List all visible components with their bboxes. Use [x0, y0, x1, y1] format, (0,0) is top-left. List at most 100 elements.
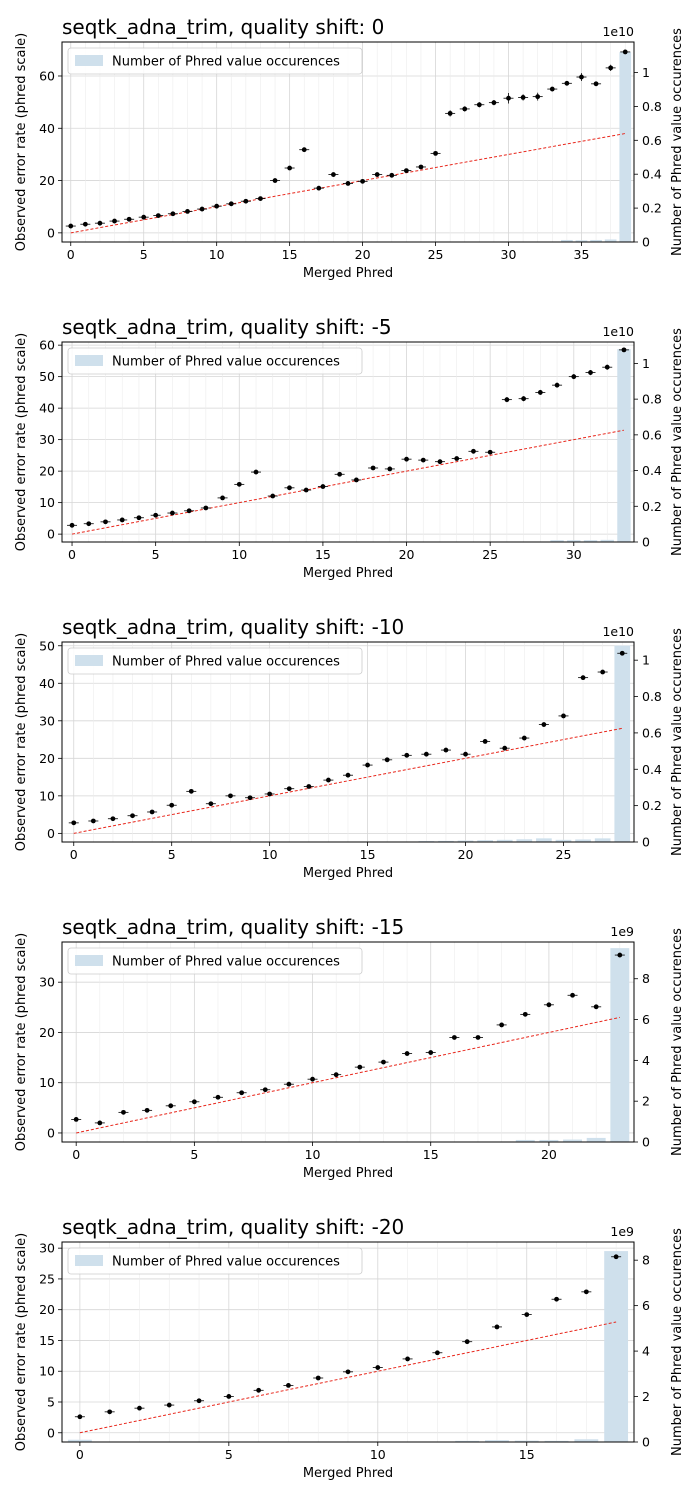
- data-point: [103, 519, 108, 525]
- data-point: [418, 164, 424, 170]
- y2-tick-label: 8: [642, 971, 650, 986]
- occurrence-bar: [550, 540, 564, 542]
- data-point: [196, 1398, 202, 1404]
- occurrence-bar: [485, 1440, 509, 1442]
- x-tick-label: 30: [566, 547, 582, 562]
- x-tick-label: 15: [360, 847, 376, 862]
- data-point: [374, 172, 380, 177]
- y2-tick-label: 0: [642, 535, 650, 550]
- y-tick-label: 10: [39, 1364, 55, 1379]
- data-point: [286, 1081, 292, 1087]
- data-point: [357, 1064, 363, 1070]
- data-point: [554, 382, 560, 388]
- y-axis-label: Observed error rate (phred scale): [14, 633, 29, 851]
- data-point: [405, 1356, 410, 1362]
- data-point: [214, 203, 220, 209]
- data-point: [97, 220, 103, 226]
- data-point: [137, 1405, 142, 1411]
- data-point: [434, 1350, 440, 1356]
- data-point: [310, 1076, 315, 1082]
- y2-tick-label: 4: [642, 1053, 650, 1068]
- y-tick-label: 0: [47, 527, 55, 542]
- y2-axis-label: Number of Phred value occurences: [670, 1228, 685, 1456]
- legend-label: Number of Phred value occurences: [112, 655, 340, 670]
- y2-tick-label: 0: [642, 235, 650, 250]
- y-tick-label: 50: [39, 638, 55, 653]
- y-tick-label: 20: [39, 464, 55, 479]
- y-tick-label: 20: [39, 751, 55, 766]
- y2-tick-label: 1: [642, 653, 650, 668]
- y-tick-label: 40: [39, 401, 55, 416]
- data-point: [345, 772, 351, 778]
- data-point: [546, 1002, 552, 1008]
- occurrence-bar: [574, 1439, 599, 1442]
- data-point: [239, 1090, 245, 1096]
- occurrence-bar: [575, 839, 591, 842]
- data-point: [365, 762, 370, 768]
- data-point: [286, 786, 292, 792]
- occurrence-bar: [561, 239, 573, 242]
- y-tick-label: 40: [39, 676, 55, 691]
- data-point: [166, 1402, 172, 1408]
- y-tick-label: 50: [39, 369, 55, 384]
- x-tick-label: 5: [140, 247, 148, 262]
- legend-swatch: [75, 55, 103, 66]
- y2-tick-label: 0.4: [642, 463, 662, 478]
- data-point: [126, 216, 132, 222]
- data-point: [451, 1035, 457, 1040]
- y2-exponent-label: 1e10: [602, 624, 634, 639]
- data-point: [621, 347, 627, 353]
- occurrence-bar: [604, 239, 617, 242]
- data-point: [433, 150, 438, 156]
- occurrence-bar: [514, 1440, 539, 1442]
- y2-tick-label: 0.2: [642, 201, 662, 216]
- data-point: [345, 181, 351, 186]
- occurrence-bar: [555, 839, 572, 842]
- expected-line: [73, 727, 623, 834]
- data-point: [420, 457, 426, 463]
- data-point: [331, 172, 336, 177]
- data-point: [170, 211, 176, 217]
- data-point: [69, 522, 75, 528]
- data-point: [345, 1369, 351, 1375]
- data-point: [208, 801, 214, 807]
- legend-swatch: [75, 1255, 103, 1266]
- chart-panel-2: 0 5 10 15 20 25 0 10 20 30 40 50 0 0.2 0.4 0.6 0.8 1 1e10 s…: [14, 615, 685, 881]
- y2-tick-label: 2: [642, 1389, 650, 1404]
- data-point: [579, 74, 584, 80]
- chart-panel-0: 0 5 10 15 20 25 30 35 0 20 40 60 0 0.2 0.4 0.6 0.8 1 1e10 s…: [14, 15, 685, 281]
- x-axis-label: Merged Phred: [303, 266, 393, 281]
- data-point: [119, 517, 125, 523]
- data-point: [130, 813, 135, 819]
- y2-tick-label: 6: [642, 1012, 650, 1027]
- data-point: [141, 214, 147, 220]
- data-point: [608, 65, 614, 71]
- data-point: [315, 1375, 321, 1381]
- expected-line: [76, 1016, 620, 1134]
- y-tick-label: 0: [47, 1425, 55, 1440]
- plot-frame: [61, 41, 635, 243]
- y2-exponent-label: 1e10: [602, 24, 634, 39]
- data-point: [185, 209, 190, 214]
- chart-panel-3: 0 5 10 15 20 0 10 20 30 0 2 4 6 8 1e9 seqtk_adna_trim, …: [14, 915, 685, 1181]
- y-tick-label: 20: [39, 1025, 55, 1040]
- legend-label: Number of Phred value occurences: [112, 55, 340, 70]
- y2-tick-label: 8: [642, 1253, 650, 1268]
- occurrence-bar: [617, 349, 631, 542]
- data-point: [622, 49, 628, 55]
- occurrence-bar: [477, 840, 493, 842]
- occurrence-bar: [455, 1440, 480, 1442]
- data-point: [593, 1004, 599, 1010]
- plot-frame: [61, 641, 635, 843]
- data-point: [571, 374, 577, 380]
- y2-tick-label: 2: [642, 1094, 650, 1109]
- chart-panel-4: 0 5 10 15 0 5 10 15 20 25 30 0 2 4 6 8 1e9 seqtk_adna_tri…: [14, 1215, 685, 1481]
- data-point: [521, 735, 527, 741]
- occurrence-bar: [515, 1139, 535, 1142]
- y2-tick-label: 0.2: [642, 798, 662, 813]
- y-tick-label: 30: [39, 713, 55, 728]
- data-point: [272, 178, 278, 183]
- occurrence-bar: [594, 838, 611, 842]
- y2-axis-label: Number of Phred value occurences: [670, 28, 685, 256]
